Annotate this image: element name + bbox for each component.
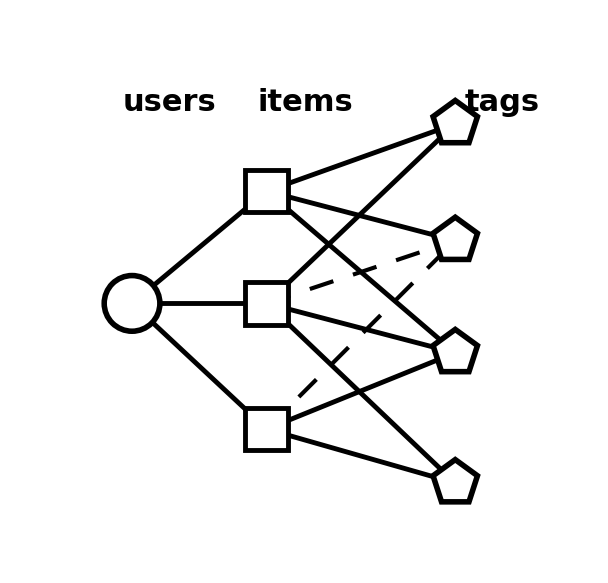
Text: users: users [123, 88, 217, 117]
Text: tags: tags [465, 88, 539, 117]
FancyBboxPatch shape [246, 170, 288, 212]
Polygon shape [433, 459, 477, 502]
Polygon shape [433, 217, 477, 259]
FancyBboxPatch shape [246, 282, 288, 325]
Text: items: items [258, 88, 353, 117]
Circle shape [104, 276, 160, 331]
Polygon shape [433, 329, 477, 371]
Polygon shape [433, 100, 477, 143]
FancyBboxPatch shape [246, 408, 288, 451]
